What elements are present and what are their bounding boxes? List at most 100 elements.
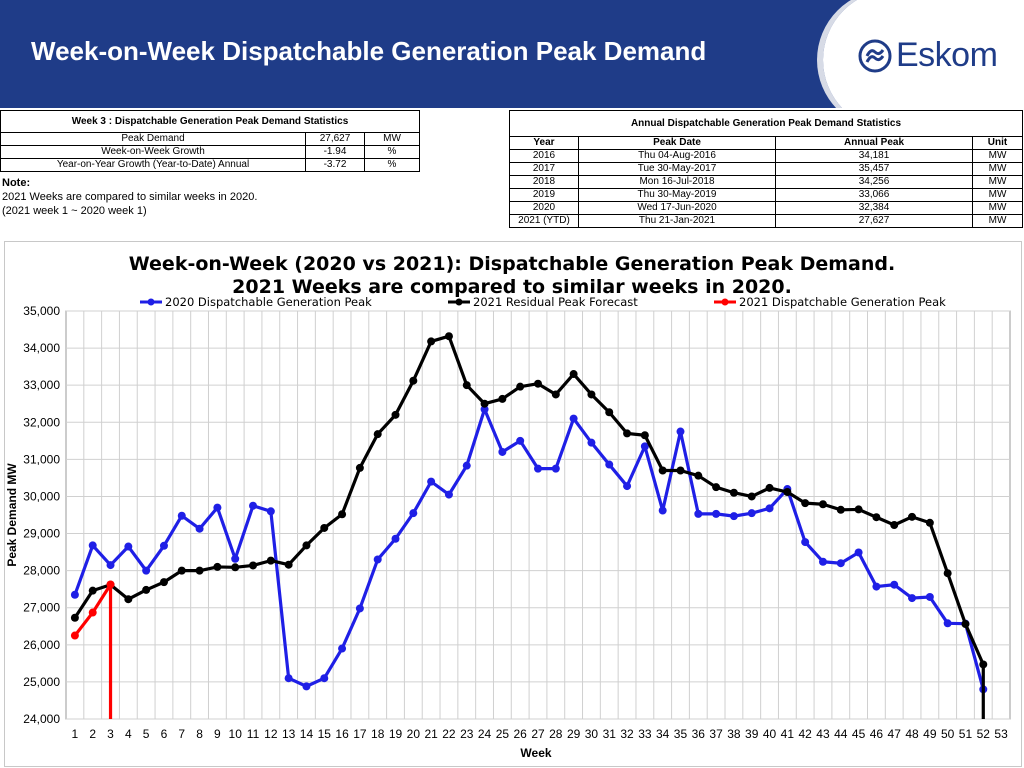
eskom-emblem-icon	[858, 39, 892, 72]
data-point	[462, 461, 471, 470]
cell: MW	[972, 162, 1023, 176]
x-tick-label: 5	[143, 727, 150, 741]
data-point	[177, 566, 186, 575]
table-row: 2021 (YTD) Thu 21-Jan-2021 27,627 MW	[509, 214, 1023, 228]
x-tick-label: 12	[264, 727, 278, 741]
x-tick-label: 48	[905, 727, 919, 741]
cell: Thu 30-May-2019	[578, 188, 776, 202]
series-line	[73, 582, 113, 719]
x-tick-label: 36	[692, 727, 706, 741]
x-tick-label: 44	[834, 727, 848, 741]
data-point	[391, 534, 400, 543]
y-tick-label: 26,000	[23, 638, 60, 652]
data-point	[676, 427, 685, 436]
data-point	[694, 509, 703, 518]
legend-swatch-marker	[721, 298, 729, 306]
data-point	[249, 561, 258, 570]
cell: 2016	[509, 149, 579, 163]
data-point	[729, 488, 738, 497]
chart-subtitle: 2021 Weeks are compared to similar weeks…	[232, 276, 792, 298]
data-point	[587, 390, 596, 399]
x-tick-label: 15	[318, 727, 332, 741]
slide-header: Week-on-Week Dispatchable Generation Pea…	[0, 0, 1024, 108]
stat-value: -3.72	[305, 158, 365, 172]
annual-stats-table: Annual Dispatchable Generation Peak Dema…	[509, 110, 1023, 228]
data-point	[836, 559, 845, 568]
data-point	[908, 594, 917, 603]
x-tick-label: 29	[567, 727, 581, 741]
data-point	[355, 463, 364, 472]
x-tick-label: 4	[125, 727, 132, 741]
x-tick-label: 22	[442, 727, 456, 741]
x-tick-label: 39	[745, 727, 759, 741]
cell: 34,256	[775, 175, 973, 189]
legend-label: 2020 Dispatchable Generation Peak	[165, 295, 372, 309]
y-tick-label: 32,000	[23, 415, 60, 429]
data-point	[516, 436, 525, 445]
legend-label: 2021 Residual Peak Forecast	[473, 295, 638, 309]
data-point	[88, 541, 97, 550]
legend-swatch-marker	[455, 298, 463, 306]
data-point	[712, 483, 721, 492]
x-tick-label: 35	[674, 727, 688, 741]
cell: Wed 17-Jun-2020	[578, 201, 776, 215]
x-tick-label: 27	[531, 727, 545, 741]
data-point	[854, 548, 863, 557]
data-point	[747, 492, 756, 501]
data-point	[444, 490, 453, 499]
x-tick-label: 25	[496, 727, 510, 741]
page-title: Week-on-Week Dispatchable Generation Pea…	[31, 36, 707, 66]
x-tick-label: 30	[585, 727, 599, 741]
y-tick-label: 24,000	[23, 712, 60, 726]
x-tick-label: 42	[798, 727, 812, 741]
column-header: Unit	[972, 136, 1023, 150]
data-point	[908, 512, 917, 521]
data-point	[427, 337, 436, 346]
data-point	[943, 569, 952, 578]
data-point	[872, 513, 881, 522]
data-point	[765, 504, 774, 513]
cell: MW	[972, 201, 1023, 215]
data-point	[213, 503, 222, 512]
table-row: Year-on-Year Growth (Year-to-Date) Annua…	[0, 158, 420, 172]
data-point	[925, 518, 934, 527]
data-point	[70, 631, 79, 640]
data-point	[658, 506, 667, 515]
annual-stats-caption: Annual Dispatchable Generation Peak Dema…	[509, 110, 1023, 137]
cell: 2021 (YTD)	[509, 214, 579, 228]
data-point	[623, 429, 632, 438]
data-point	[569, 370, 578, 379]
data-point	[747, 509, 756, 518]
y-tick-label: 34,000	[23, 341, 60, 355]
data-point	[676, 466, 685, 475]
column-header: Peak Date	[578, 136, 776, 150]
x-tick-label: 19	[389, 727, 403, 741]
x-tick-label: 14	[300, 727, 314, 741]
data-point	[462, 381, 471, 390]
data-point	[355, 604, 364, 613]
data-point	[284, 674, 293, 683]
data-point	[712, 509, 721, 518]
data-point	[284, 560, 293, 569]
data-point	[765, 483, 774, 492]
data-point	[302, 541, 311, 550]
data-point	[177, 511, 186, 520]
x-tick-label: 9	[214, 727, 221, 741]
data-point	[623, 482, 632, 491]
data-point	[338, 510, 347, 519]
data-point	[801, 499, 810, 508]
data-point	[124, 595, 133, 604]
series-line	[73, 407, 985, 690]
x-tick-label: 37	[709, 727, 723, 741]
data-point	[979, 660, 988, 669]
data-point	[142, 566, 151, 575]
logo-text: Eskom	[896, 36, 998, 74]
x-tick-label: 53	[994, 727, 1008, 741]
cell: Thu 21-Jan-2021	[578, 214, 776, 228]
x-tick-label: 45	[852, 727, 866, 741]
x-tick-label: 26	[514, 727, 528, 741]
stat-unit: %	[364, 145, 420, 159]
x-tick-label: 20	[407, 727, 421, 741]
data-point	[640, 431, 649, 440]
table-row: 2020 Wed 17-Jun-2020 32,384 MW	[509, 201, 1023, 215]
